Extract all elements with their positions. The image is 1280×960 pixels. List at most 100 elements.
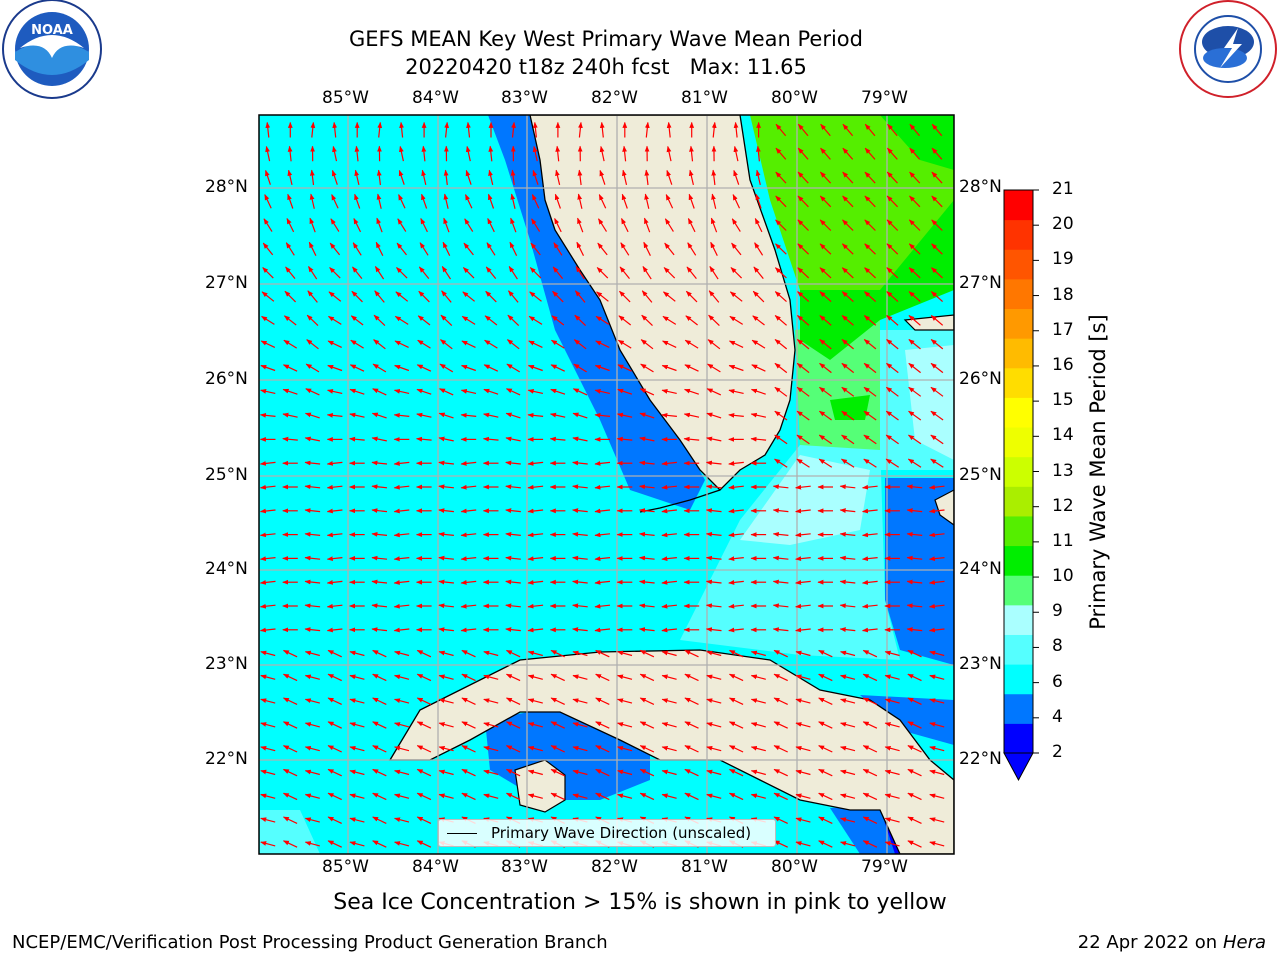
wave-arrow [416,436,432,442]
wave-arrow [706,388,722,396]
wave-arrow [931,219,943,231]
wave-arrow [484,315,498,326]
colorbar-segment [1004,190,1033,221]
wave-arrow [398,194,406,209]
wave-arrow [839,603,856,609]
wave-arrow [510,217,517,233]
wave-arrow [461,768,476,777]
lon-label-bottom: 85°W [322,857,369,877]
wave-arrow [795,817,811,823]
wave-arrow [930,458,944,468]
wave-arrow [550,673,565,682]
wave-arrow [327,315,342,325]
wave-arrow [819,171,832,184]
wave-arrow [639,484,655,490]
andros-island [934,489,954,526]
wave-arrow [282,673,298,682]
wave-arrow [908,267,921,279]
wave-arrow [754,242,764,256]
wave-arrow [349,793,365,799]
wave-arrow [666,121,672,138]
wave-arrow [597,218,608,232]
wave-arrow [710,241,718,256]
wave-arrow [282,792,298,801]
lon-label-top: 81°W [681,88,728,108]
wave-arrow [595,340,610,348]
wave-arrow [906,484,923,490]
wave-arrow [685,315,698,326]
wave-arrow [595,792,610,801]
wave-arrow [416,649,432,658]
wave-arrow [863,410,877,421]
wave-arrow [505,460,521,466]
wave-arrow [573,339,587,350]
wave-arrow [259,556,276,562]
wave-arrow [705,460,722,466]
wave-arrow [326,412,343,418]
wave-arrow [259,412,276,418]
wave-arrow [796,434,810,445]
wave-arrow [374,290,385,303]
wave-arrow [372,363,387,373]
wave-arrow [706,674,722,680]
wave-arrow [283,339,298,349]
wave-arrow [774,386,788,397]
wave-arrow [416,673,432,682]
colorbar [1003,189,1039,782]
wave-arrow [261,315,275,325]
wave-arrow [907,697,922,705]
wave-arrow [643,241,651,256]
wave-arrow [728,340,744,348]
wave-arrow [930,291,943,303]
wave-arrow [484,339,498,349]
wave-arrow [907,792,922,801]
wave-arrow [733,169,740,185]
wave-arrow [349,412,365,418]
wave-arrow [287,193,294,209]
wave-arrow [772,531,789,537]
wave-arrow [461,649,476,658]
wave-arrow [460,412,477,418]
wave-arrow [352,242,362,256]
wave-arrow [505,745,521,753]
wave-arrow [304,769,320,776]
wave-arrow [773,649,788,658]
wave-arrow [661,745,677,752]
wave-arrow [840,650,856,657]
lat-label-right: 25°N [959,465,1002,485]
wave-arrow [371,412,387,419]
wave-arrow [907,840,922,848]
lat-label-left: 28°N [205,177,248,197]
graticule [259,115,954,854]
lat-label-right: 28°N [959,177,1002,197]
wave-arrow [260,650,276,657]
wave-arrow [572,793,588,799]
wave-arrow [572,745,588,752]
wave-arrow [372,721,387,729]
wave-arrow [532,121,538,138]
wave-arrow [418,266,430,279]
wave-arrow [774,434,788,445]
wave-arrow [709,265,719,280]
title-line-1: GEFS MEAN Key West Primary Wave Mean Per… [349,27,863,51]
wave-arrow [527,364,543,372]
wave-arrow [930,386,944,397]
wave-arrow [595,745,610,753]
wave-arrow [775,171,787,184]
wave-arrow [260,389,276,394]
wave-arrow [842,147,854,160]
wave-arrow [796,458,810,468]
wave-arrow [728,768,744,777]
wave-arrow [706,412,722,419]
wave-arrow [775,219,787,231]
wave-arrow [750,674,766,680]
wave-arrow [304,555,321,561]
wave-arrow [596,267,609,279]
wave-arrow [329,242,341,256]
wave-arrow [572,388,588,396]
wave-arrow [684,768,699,777]
wave-arrow [464,218,474,232]
wave-arrow [438,745,454,752]
wave-arrow [572,698,588,704]
wave-arrow [841,339,854,350]
